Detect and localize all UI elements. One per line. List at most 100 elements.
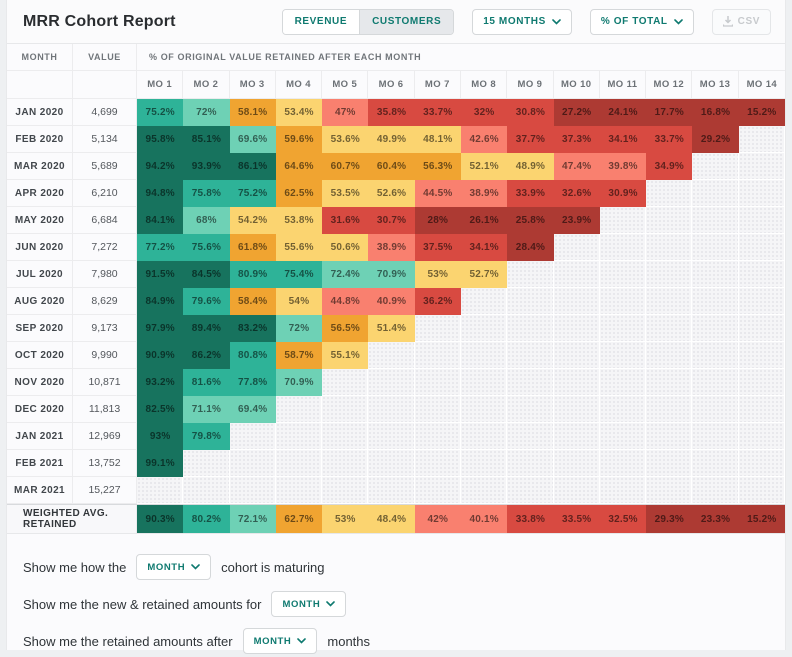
retention-cell[interactable]: 33.9% [507,180,554,207]
retention-cell[interactable]: 80.8% [229,342,276,369]
retention-cell[interactable]: 90.9% [137,342,184,369]
retention-cell[interactable]: 75.6% [183,234,230,261]
retention-cell[interactable]: 34.1% [460,234,508,261]
retention-cell[interactable]: 93% [137,423,184,450]
weighted-retention-cell[interactable]: 42% [414,505,461,533]
retention-cell[interactable]: 75.2% [229,180,276,207]
retention-cell[interactable]: 94.8% [137,180,184,207]
retention-cell[interactable]: 58.4% [229,288,276,315]
retention-cell[interactable]: 37.3% [553,126,600,153]
retention-cell[interactable]: 58.1% [229,99,276,126]
retention-cell[interactable]: 56.5% [322,315,369,342]
retention-cell[interactable]: 81.6% [183,369,230,396]
retention-cell[interactable]: 59.6% [275,126,323,153]
retention-cell[interactable]: 85.1% [183,126,230,153]
retention-cell[interactable]: 47% [322,99,369,126]
weighted-retention-cell[interactable]: 80.2% [183,505,230,533]
retention-cell[interactable]: 17.7% [646,99,693,126]
retention-cell[interactable]: 28.4% [507,234,554,261]
retention-cell[interactable]: 31.6% [322,207,369,234]
retention-cell[interactable]: 86.2% [183,342,230,369]
retention-cell[interactable]: 84.5% [183,261,230,288]
retention-cell[interactable]: 39.8% [599,153,647,180]
weighted-retention-cell[interactable]: 33.5% [553,505,600,533]
retention-cell[interactable]: 36.2% [414,288,461,315]
retention-cell[interactable]: 44.5% [414,180,461,207]
month-select-dropdown[interactable]: MONTH [242,628,318,654]
retention-cell[interactable]: 26.1% [460,207,508,234]
retention-cell[interactable]: 64.6% [275,153,323,180]
retention-cell[interactable]: 97.9% [137,315,184,342]
retention-cell[interactable]: 89.4% [183,315,230,342]
retention-cell[interactable]: 49.9% [368,126,415,153]
retention-cell[interactable]: 30.8% [507,99,554,126]
toggle-customers-button[interactable]: CUSTOMERS [359,9,454,34]
retention-cell[interactable]: 37.5% [414,234,461,261]
retention-cell[interactable]: 27.2% [553,99,600,126]
weighted-retention-cell[interactable]: 72.1% [229,505,276,533]
retention-cell[interactable]: 33.7% [414,99,461,126]
retention-cell[interactable]: 52.6% [368,180,415,207]
retention-cell[interactable]: 24.1% [599,99,647,126]
weighted-retention-cell[interactable]: 23.3% [692,505,739,533]
weighted-retention-cell[interactable]: 90.3% [137,505,184,533]
retention-cell[interactable]: 52.7% [460,261,508,288]
csv-export-button[interactable]: CSV [711,8,771,35]
retention-cell[interactable]: 79.6% [183,288,230,315]
retention-cell[interactable]: 37.7% [507,126,554,153]
retention-cell[interactable]: 75.8% [183,180,230,207]
retention-cell[interactable]: 53.8% [275,207,323,234]
retention-cell[interactable]: 48.1% [414,126,461,153]
retention-cell[interactable]: 69.6% [229,126,276,153]
retention-cell[interactable]: 69.4% [229,396,276,423]
retention-cell[interactable]: 70.9% [368,261,415,288]
weighted-retention-cell[interactable]: 15.2% [738,505,785,533]
retention-cell[interactable]: 55.6% [275,234,323,261]
retention-cell[interactable]: 72.4% [322,261,369,288]
retention-cell[interactable]: 25.8% [507,207,554,234]
retention-cell[interactable]: 75.4% [275,261,323,288]
retention-cell[interactable]: 70.9% [275,369,323,396]
weighted-retention-cell[interactable]: 53% [322,505,369,533]
months-range-dropdown[interactable]: 15 MONTHS [472,8,572,35]
retention-cell[interactable]: 38.9% [460,180,508,207]
retention-cell[interactable]: 62.5% [275,180,323,207]
retention-cell[interactable]: 40.9% [368,288,415,315]
retention-cell[interactable]: 30.7% [368,207,415,234]
retention-cell[interactable]: 86.1% [229,153,276,180]
retention-cell[interactable]: 84.1% [137,207,184,234]
weighted-retention-cell[interactable]: 48.4% [368,505,415,533]
toggle-revenue-button[interactable]: REVENUE [282,9,360,34]
retention-cell[interactable]: 38.9% [368,234,415,261]
retention-cell[interactable]: 52.1% [460,153,508,180]
retention-cell[interactable]: 54.2% [229,207,276,234]
weighted-retention-cell[interactable]: 32.5% [599,505,647,533]
weighted-retention-cell[interactable]: 29.3% [646,505,693,533]
retention-cell[interactable]: 79.8% [183,423,230,450]
retention-cell[interactable]: 55.1% [322,342,369,369]
retention-cell[interactable]: 29.2% [692,126,739,153]
retention-cell[interactable]: 30.9% [599,180,647,207]
retention-cell[interactable]: 61.8% [229,234,276,261]
weighted-retention-cell[interactable]: 62.7% [275,505,323,533]
retention-cell[interactable]: 50.6% [322,234,369,261]
retention-cell[interactable]: 77.8% [229,369,276,396]
retention-cell[interactable]: 51.4% [368,315,415,342]
retention-cell[interactable]: 23.9% [553,207,600,234]
retention-cell[interactable]: 15.2% [738,99,785,126]
retention-cell[interactable]: 28% [414,207,461,234]
retention-cell[interactable]: 53.5% [322,180,369,207]
retention-cell[interactable]: 32% [460,99,508,126]
retention-cell[interactable]: 34.9% [646,153,693,180]
retention-cell[interactable]: 72% [183,99,230,126]
retention-cell[interactable]: 53.4% [275,99,323,126]
retention-cell[interactable]: 16.8% [692,99,739,126]
retention-cell[interactable]: 54% [275,288,323,315]
retention-cell[interactable]: 93.2% [137,369,184,396]
retention-cell[interactable]: 84.9% [137,288,184,315]
retention-cell[interactable]: 34.1% [599,126,647,153]
retention-cell[interactable]: 53% [414,261,461,288]
retention-cell[interactable]: 58.7% [275,342,323,369]
month-select-dropdown[interactable]: MONTH [136,554,212,580]
retention-cell[interactable]: 93.9% [183,153,230,180]
